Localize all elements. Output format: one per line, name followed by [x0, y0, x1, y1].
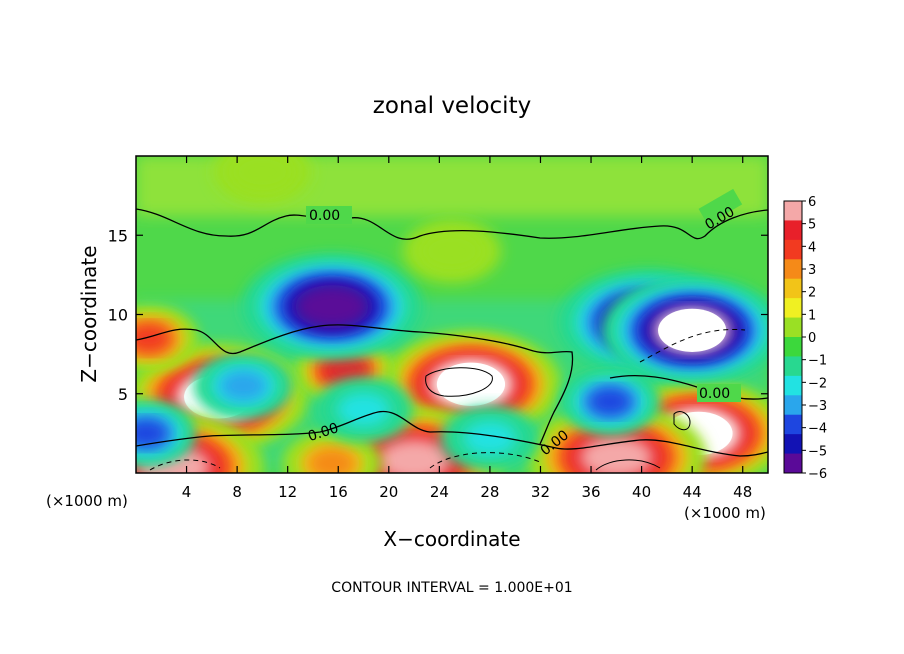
colorbar-label: −1: [808, 354, 827, 369]
colorbar-label: −6: [808, 467, 827, 482]
x-axis-title: X−coordinate: [383, 527, 520, 551]
contour-line-zero-upper: [136, 208, 768, 240]
x-tick-label: 28: [480, 483, 499, 501]
contour-line-closed-right: [673, 411, 691, 431]
x-unit-right: (×1000 m): [684, 504, 766, 522]
field-feature: [230, 156, 295, 193]
colorbar-label: −3: [808, 399, 827, 414]
colorbar-label: 1: [808, 308, 816, 323]
colorbar-swatch: [784, 317, 802, 338]
colorbar-swatch: [784, 395, 802, 416]
x-tick-label: 12: [278, 483, 297, 501]
field-feature: [308, 448, 356, 473]
contour-line-dashed-left: [149, 459, 221, 471]
x-tick-label: 48: [733, 483, 752, 501]
colorbar-label: 4: [808, 240, 816, 255]
colorbar-label: −2: [808, 376, 827, 391]
contour-line-zero-mid: [136, 324, 574, 445]
x-tick-label: 16: [329, 483, 348, 501]
field-feature-core: [658, 308, 727, 352]
colorbar-label: 3: [808, 263, 816, 278]
field-feature: [323, 356, 366, 384]
y-tick-label: 5: [118, 385, 128, 404]
x-tick-label: 40: [632, 483, 651, 501]
field-feature: [587, 387, 633, 416]
contour-interval-note: CONTOUR INTERVAL = 1.000E+01: [331, 580, 572, 596]
chart-title: zonal velocity: [373, 93, 531, 119]
colorbar-swatch: [784, 453, 802, 474]
colorbar-label: −4: [808, 422, 827, 437]
field-feature: [219, 370, 268, 402]
colorbar-swatch: [784, 239, 802, 260]
contour-line-dashed-center: [429, 452, 541, 469]
colorbar-label: −5: [808, 444, 827, 459]
colorbar-swatch: [784, 434, 802, 455]
contour-line-closed-bottom: [595, 459, 661, 471]
colorbar-swatch: [784, 259, 802, 280]
field-feature: [463, 420, 517, 456]
x-tick-label: 20: [379, 483, 398, 501]
plot-area: 0.00 0.00 0.00 0.00 0.00: [135, 155, 769, 474]
field-feature: [419, 230, 485, 272]
x-tick-label: 36: [581, 483, 600, 501]
colorbar: 6 5 4 3 2 1 0 −1 −2 −3 −4 −5 −6: [783, 195, 827, 482]
y-tick-label: 10: [108, 306, 128, 325]
x-unit-left: (×1000 m): [46, 492, 128, 510]
colorbar-swatch: [784, 414, 802, 435]
x-tick-label: 24: [430, 483, 449, 501]
x-tick-label: 8: [232, 483, 242, 501]
colorbar-swatch: [784, 375, 802, 396]
colorbar-label: 5: [808, 218, 816, 233]
y-axis-title: Z−coordinate: [77, 245, 101, 382]
colorbar-label: 2: [808, 286, 816, 301]
field-feature: [336, 392, 391, 427]
x-tick-label: 44: [683, 483, 702, 501]
colorbar-label: 6: [808, 195, 816, 210]
x-tick-label: 4: [182, 483, 192, 501]
contour-line-zero-lower: [136, 410, 768, 457]
contour-label: 0.00: [309, 208, 340, 224]
x-axis: 4 8 12 16 20 24 28 32 36 40 44 48: [182, 156, 752, 501]
field-feature: [136, 419, 169, 448]
colorbar-swatch: [784, 278, 802, 299]
contour-line-dashed-right: [639, 328, 746, 363]
velocity-field: [136, 156, 768, 473]
colorbar-swatch: [784, 356, 802, 377]
field-feature: [295, 285, 369, 328]
contour-labels: 0.00 0.00 0.00 0.00 0.00: [306, 188, 743, 459]
field-feature: [579, 435, 654, 473]
field-feature: [136, 323, 171, 353]
colorbar-label: 0: [808, 331, 816, 346]
colorbar-swatch: [784, 201, 802, 221]
x-tick-label: 32: [531, 483, 550, 501]
colorbar-swatch: [784, 220, 802, 241]
colorbar-swatch: [784, 298, 802, 319]
y-axis: 5 10 15: [108, 226, 768, 404]
contour-label: 0.00: [699, 386, 730, 402]
colorbar-swatch: [784, 337, 802, 357]
field-feature: [377, 439, 451, 473]
y-tick-label: 15: [108, 226, 128, 245]
contour-line-closed-center: [425, 367, 493, 397]
